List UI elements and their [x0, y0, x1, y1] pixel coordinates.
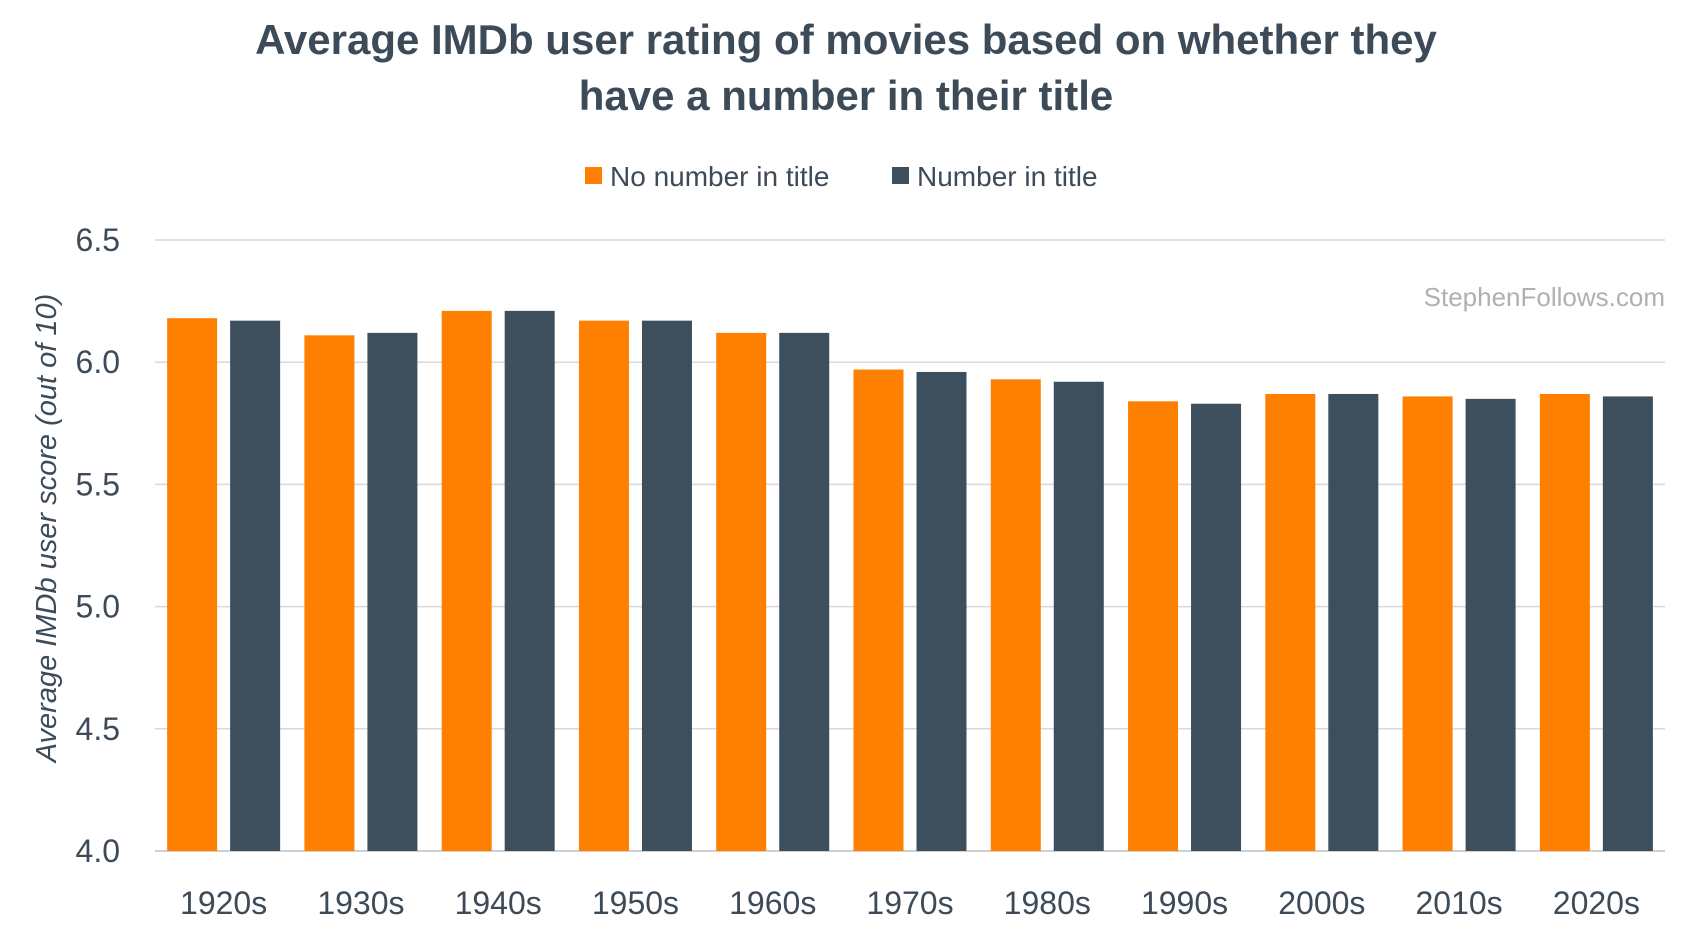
- bar-number-1990s: [1191, 403, 1242, 851]
- x-tick-label: 1930s: [317, 885, 404, 921]
- y-tick-label: 4.5: [76, 711, 120, 747]
- y-tick-label: 4.0: [76, 833, 120, 869]
- bar-number-1920s: [230, 320, 281, 852]
- chart-title-line-2: have a number in their title: [579, 72, 1113, 119]
- y-tick-label: 6.5: [76, 222, 120, 258]
- legend-label-number: Number in title: [917, 161, 1098, 192]
- bar-number-1930s: [367, 332, 418, 851]
- bar-number-2020s: [1602, 396, 1653, 851]
- x-tick-label: 2020s: [1553, 885, 1640, 921]
- x-tick-label: 2000s: [1278, 885, 1365, 921]
- bar-number-1970s: [916, 371, 967, 851]
- bar-number-2010s: [1465, 398, 1516, 851]
- x-tick-label: 1940s: [455, 885, 542, 921]
- bar-no-number-2020s: [1539, 393, 1590, 851]
- legend-swatch-number: [892, 167, 909, 184]
- y-axis-ticks: 4.0 4.5 5.0 5.5 6.0 6.5: [76, 222, 120, 869]
- bar-number-2000s: [1328, 393, 1379, 851]
- bar-number-1960s: [779, 332, 830, 851]
- legend: No number in title Number in title: [585, 161, 1098, 192]
- x-tick-label: 1950s: [592, 885, 679, 921]
- x-tick-label: 1970s: [866, 885, 953, 921]
- watermark: StephenFollows.com: [1424, 282, 1665, 312]
- y-tick-label: 6.0: [76, 344, 120, 380]
- bars: [167, 310, 1653, 852]
- x-axis-ticks: 1920s 1930s 1940s 1950s 1960s 1970s 1980s 1990s…: [180, 885, 1640, 921]
- bar-no-number-1990s: [1128, 401, 1179, 851]
- bar-no-number-1950s: [578, 320, 629, 852]
- x-tick-label: 1990s: [1141, 885, 1228, 921]
- x-tick-label: 1980s: [1004, 885, 1091, 921]
- bar-no-number-1980s: [990, 379, 1041, 851]
- bar-number-1940s: [504, 310, 555, 852]
- legend-swatch-no-number: [585, 167, 602, 184]
- y-tick-label: 5.5: [76, 466, 120, 502]
- x-tick-label: 1920s: [180, 885, 267, 921]
- bar-no-number-1920s: [167, 318, 218, 851]
- x-tick-label: 2010s: [1415, 885, 1502, 921]
- legend-label-no-number: No number in title: [610, 161, 829, 192]
- bar-no-number-2010s: [1402, 396, 1453, 851]
- x-tick-label: 1960s: [729, 885, 816, 921]
- bar-no-number-1970s: [853, 369, 904, 851]
- y-tick-label: 5.0: [76, 589, 120, 625]
- bar-number-1980s: [1053, 381, 1104, 851]
- y-axis-label: Average IMDb user score (out of 10): [31, 294, 63, 765]
- bar-no-number-1940s: [441, 310, 492, 852]
- chart-title-line-1: Average IMDb user rating of movies based…: [255, 16, 1437, 63]
- bar-no-number-1960s: [716, 332, 767, 851]
- chart-title: Average IMDb user rating of movies based…: [255, 16, 1437, 119]
- bar-number-1950s: [641, 320, 692, 852]
- bar-no-number-1930s: [304, 335, 355, 851]
- bar-no-number-2000s: [1265, 393, 1316, 851]
